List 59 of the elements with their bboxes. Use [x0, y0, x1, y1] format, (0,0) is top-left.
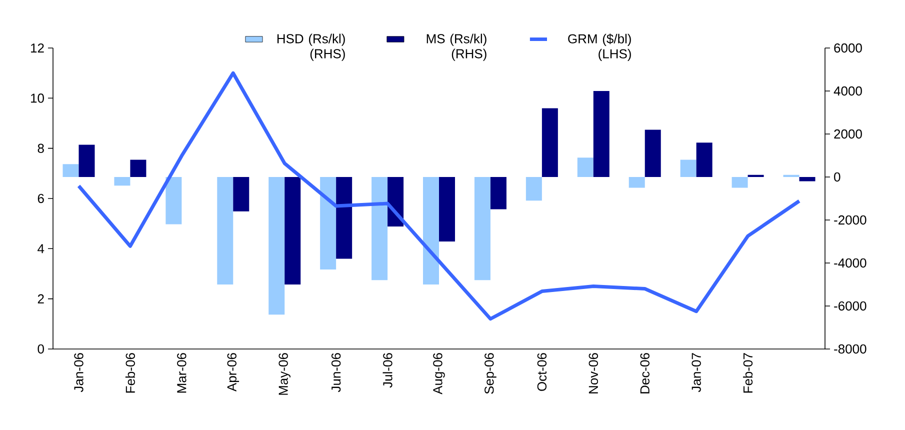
bar [644, 130, 661, 177]
bar [166, 176, 182, 224]
x-tick-label: Feb-06 [125, 353, 135, 393]
bar [490, 176, 506, 210]
x-tick-label: Feb-07 [743, 353, 753, 393]
bar [732, 176, 748, 188]
bar [628, 176, 645, 188]
y2-tick-label: 2000 [834, 129, 862, 139]
line-series [76, 71, 802, 321]
y-tick-label: 4 [38, 244, 44, 254]
legend-label: MS (Rs/kl) (RHS) [426, 34, 486, 61]
y2-tick-label: -2000 [834, 215, 866, 225]
bar [233, 176, 250, 212]
y-tick-label: 0 [38, 344, 44, 354]
y2-tick-label: -8000 [834, 344, 866, 354]
y-tick-label: 8 [38, 144, 44, 153]
y-tick-label: 10 [31, 94, 44, 103]
y2-tick-label: -6000 [834, 301, 866, 311]
bar [130, 160, 146, 177]
y2-tick-label: 6000 [834, 43, 862, 53]
x-tick-label: Jan-06 [74, 353, 84, 392]
legend-label: HSD (Rs/kl) (RHS) [277, 34, 345, 61]
y2-tick-label: -4000 [834, 258, 866, 268]
x-tick-label: Dec-06 [640, 353, 650, 394]
y-tick-label: 2 [38, 294, 44, 304]
x-tick-label: Jul-06 [382, 353, 392, 388]
bar [268, 176, 285, 315]
bar [284, 176, 301, 284]
bar [526, 176, 542, 201]
bar [423, 176, 440, 284]
y-tick-label: 6 [38, 194, 44, 204]
x-tick-label: Aug-06 [433, 353, 445, 394]
bar [680, 160, 696, 177]
bar [439, 176, 456, 242]
y-tick-label: 12 [31, 43, 44, 53]
x-tick-label: Apr-06 [227, 353, 240, 392]
x-tick-label: Nov-06 [588, 353, 598, 394]
x-tick-label: May-06 [278, 353, 290, 395]
x-tick-label: Oct-06 [537, 353, 547, 391]
x-tick-label: Jun-06 [331, 353, 341, 392]
bar [114, 176, 130, 186]
bar [577, 158, 594, 177]
y2-tick-label: 0 [834, 172, 840, 182]
bar [320, 176, 336, 270]
bar [217, 176, 234, 284]
x-tick-label: Jan-07 [692, 353, 701, 392]
bar [62, 164, 79, 177]
bar [336, 176, 352, 259]
bar [799, 176, 816, 182]
bar [78, 144, 95, 177]
bar [593, 90, 610, 177]
bar [696, 142, 712, 177]
x-tick-label: Mar-06 [177, 353, 186, 393]
x-tick-label: Sep-06 [484, 353, 496, 394]
legend-label: GRM ($/bl) (LHS) [568, 34, 631, 61]
bar [542, 108, 558, 177]
y2-tick-label: 4000 [834, 86, 862, 96]
bar [474, 176, 490, 280]
bar [372, 176, 388, 280]
